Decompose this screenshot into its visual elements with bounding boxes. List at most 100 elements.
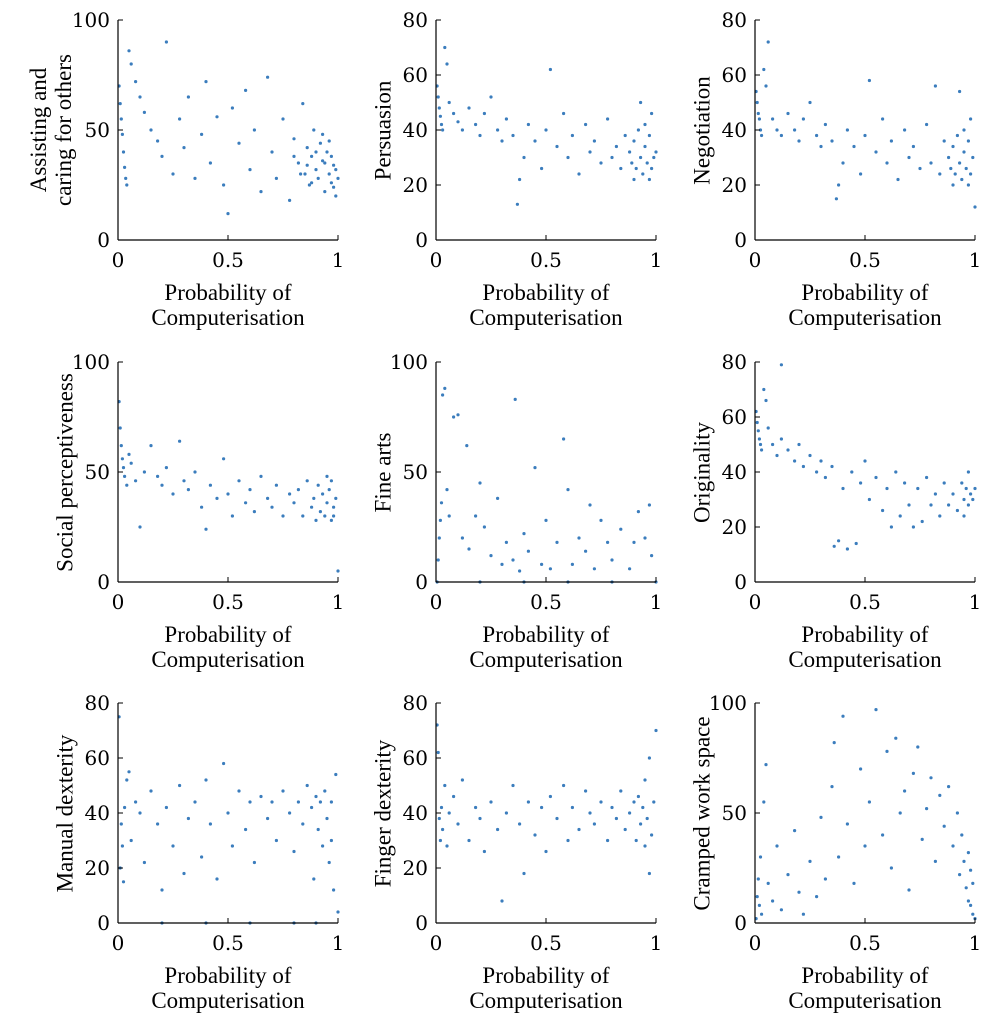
- x-tick-label: 0.5: [849, 590, 881, 614]
- data-point: [577, 536, 581, 540]
- data-point: [786, 111, 790, 116]
- data-point: [125, 183, 129, 187]
- x-axis-label-line: Computerisation: [788, 647, 942, 672]
- data-point: [610, 558, 614, 562]
- x-tick-label: 0.5: [530, 590, 562, 614]
- data-point: [156, 139, 160, 143]
- data-point: [222, 457, 226, 461]
- data-point: [933, 84, 937, 88]
- data-point: [867, 800, 871, 804]
- data-point: [845, 128, 849, 132]
- data-point: [439, 122, 444, 127]
- data-point: [973, 486, 977, 491]
- data-point: [566, 488, 570, 492]
- data-point: [125, 483, 129, 487]
- data-point: [518, 822, 522, 826]
- data-point: [966, 470, 970, 474]
- data-point: [200, 132, 204, 136]
- data-point: [885, 486, 889, 491]
- data-point: [756, 429, 760, 433]
- data-point: [971, 155, 975, 160]
- data-point: [325, 474, 329, 478]
- data-points: [117, 40, 340, 216]
- data-point: [248, 800, 252, 804]
- data-point: [259, 190, 263, 194]
- data-point: [933, 492, 937, 496]
- data-point: [215, 496, 219, 500]
- data-point: [755, 100, 759, 105]
- x-axis-label-line: Probability of: [482, 622, 610, 647]
- data-point: [786, 873, 790, 877]
- data-point: [885, 749, 889, 753]
- data-point: [467, 106, 471, 110]
- scatter-panel: 0 20 40 60 80 0 0.5 1 Probability of Computerisat…: [370, 8, 662, 330]
- x-tick-label: 0.5: [212, 931, 244, 955]
- scatter-plot: 0 20 40 60 80 0 0.5 1: [85, 691, 345, 955]
- data-point: [966, 899, 970, 903]
- data-point: [584, 122, 588, 127]
- data-point: [641, 172, 645, 176]
- data-point: [500, 899, 504, 903]
- data-point: [859, 767, 863, 771]
- y-tick-label: 0: [97, 228, 110, 252]
- data-point: [808, 100, 812, 105]
- data-point: [314, 794, 318, 799]
- data-point: [907, 155, 911, 160]
- data-point: [142, 470, 146, 474]
- scatter-panel: 0 20 40 60 80 0 0.5 1 Probability of Computerisat…: [52, 691, 345, 1013]
- y-tick-label: 0: [97, 570, 110, 594]
- data-point: [652, 155, 656, 160]
- x-axis-label: Probability of Computerisation: [98, 963, 358, 1013]
- data-point: [456, 822, 460, 826]
- data-point: [178, 439, 182, 443]
- data-point: [863, 459, 867, 463]
- data-point: [755, 895, 759, 899]
- data-point: [779, 363, 783, 367]
- data-point: [305, 146, 309, 150]
- data-point: [533, 139, 537, 143]
- y-tick-label: 100: [709, 691, 747, 715]
- data-point: [334, 168, 338, 172]
- data-point: [955, 508, 959, 513]
- data-point: [797, 442, 801, 447]
- data-point: [758, 855, 763, 859]
- data-point: [323, 190, 327, 194]
- data-point: [204, 527, 208, 531]
- data-point: [852, 144, 856, 149]
- data-point: [762, 67, 766, 72]
- y-axis-label: Persuasion: [370, 20, 395, 240]
- data-point: [647, 871, 651, 876]
- data-point: [955, 133, 959, 138]
- data-point: [299, 172, 303, 176]
- data-point: [437, 106, 441, 110]
- data-point: [966, 139, 970, 143]
- data-point: [321, 132, 325, 136]
- y-tick-label: 80: [722, 350, 747, 374]
- data-point: [327, 172, 331, 176]
- data-point: [244, 827, 248, 832]
- data-point: [123, 805, 127, 810]
- data-point: [129, 62, 133, 66]
- data-point: [436, 750, 440, 755]
- x-axis-label-line: Computerisation: [151, 305, 305, 330]
- data-point: [467, 838, 471, 843]
- data-point: [252, 860, 256, 865]
- data-point: [329, 479, 333, 483]
- data-point: [127, 49, 131, 53]
- data-point: [894, 470, 898, 474]
- x-tick-label: 0: [749, 590, 762, 614]
- data-point: [953, 172, 957, 176]
- data-point: [438, 114, 442, 118]
- data-point: [200, 505, 204, 509]
- data-point: [969, 903, 973, 907]
- data-point: [445, 488, 449, 492]
- data-point: [650, 833, 654, 837]
- data-point: [200, 855, 204, 859]
- data-point: [628, 567, 632, 571]
- data-point: [443, 783, 447, 788]
- data-point: [920, 519, 924, 524]
- data-point: [925, 475, 929, 480]
- data-point: [650, 554, 654, 558]
- data-point: [958, 873, 962, 877]
- data-point: [966, 503, 970, 507]
